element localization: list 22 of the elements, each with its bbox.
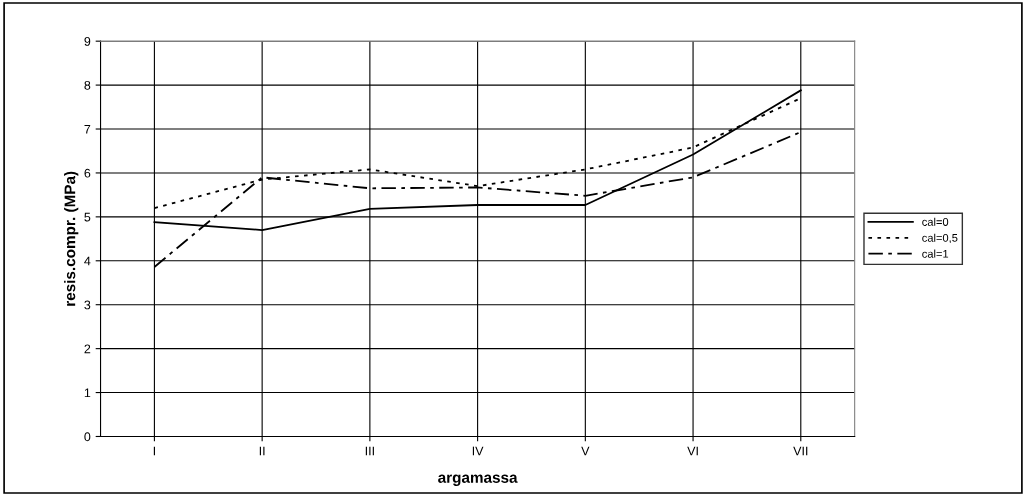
x-tick-label: V [581, 446, 590, 456]
y-axis-title: resis.compr. (MPa) [64, 171, 79, 306]
legend-label: cal=0 [922, 217, 949, 226]
y-tick-label: 6 [84, 168, 91, 178]
x-tick-label: VII [793, 446, 808, 456]
y-tick-label: 8 [84, 80, 91, 90]
x-tick-label: II [259, 446, 265, 456]
y-tick-label: 9 [84, 36, 91, 46]
x-tick-label: IV [472, 446, 484, 456]
x-tick-label: III [365, 446, 374, 456]
x-tick-label: VI [687, 446, 698, 456]
x-axis-title: argamassa [438, 474, 518, 486]
legend-label: cal=0,5 [922, 233, 958, 244]
y-tick-label: 5 [84, 212, 91, 222]
y-tick-label: 3 [84, 300, 91, 310]
y-tick-label: 0 [84, 432, 91, 442]
y-tick-label: 1 [84, 388, 91, 398]
x-tick-label: I [153, 446, 155, 456]
legend-label: cal=1 [922, 249, 949, 258]
y-tick-label: 4 [84, 256, 91, 266]
y-tick-label: 2 [84, 344, 91, 354]
y-tick-label: 7 [84, 124, 91, 134]
